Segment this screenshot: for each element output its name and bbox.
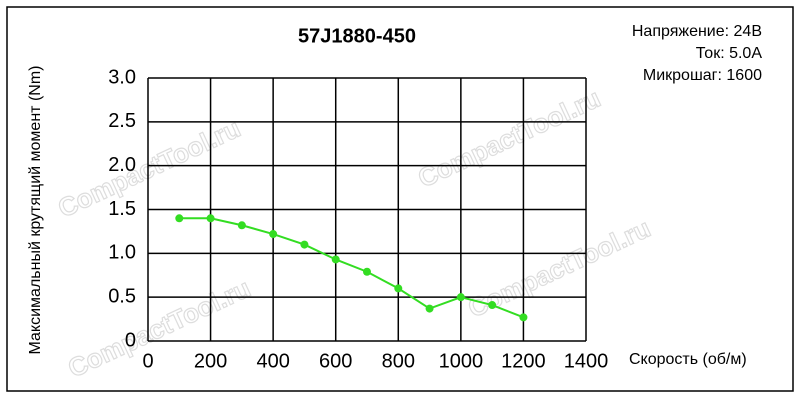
x-tick-label: 200 — [194, 350, 227, 372]
data-point — [425, 304, 434, 313]
y-tick-label: 0 — [125, 329, 136, 351]
data-point — [456, 293, 465, 302]
note: Напряжение: 24В — [632, 23, 762, 40]
data-point — [206, 214, 215, 223]
data-line — [179, 217, 524, 319]
y-tick-label: 3.0 — [108, 66, 136, 88]
y-axis-label: Максимальный крутящий момент (Nm) — [27, 66, 44, 355]
x-tick-label: 600 — [319, 350, 352, 372]
x-tick-label: 1000 — [439, 350, 484, 372]
data-point — [237, 221, 246, 230]
y-tick-label: 0.5 — [108, 285, 136, 307]
chart-title: 57J1880-450 — [298, 25, 416, 47]
y-tick-label: 2.5 — [108, 110, 136, 132]
x-tick-label: 800 — [382, 350, 415, 372]
x-tick-label: 1200 — [501, 350, 546, 372]
x-tick-label: 0 — [142, 350, 153, 372]
data-point — [331, 255, 340, 264]
frame — [6, 6, 794, 392]
note: Ток: 5.0А — [696, 45, 763, 62]
y-tick-label: 2.0 — [108, 154, 136, 176]
data-point — [488, 301, 497, 310]
data-point — [519, 313, 528, 322]
x-axis-label: Скорость (об/м) — [629, 351, 747, 368]
note: Микрошаг: 1600 — [643, 67, 762, 84]
data-point — [363, 267, 371, 276]
x-tick-label: 400 — [256, 350, 289, 372]
data-point — [175, 214, 184, 223]
y-tick-label: 1.0 — [108, 242, 136, 264]
data-point — [269, 230, 278, 239]
y-tick-label: 1.5 — [108, 198, 136, 220]
data-point — [394, 284, 403, 293]
data-point — [300, 240, 309, 249]
x-tick-label: 1400 — [564, 350, 609, 372]
